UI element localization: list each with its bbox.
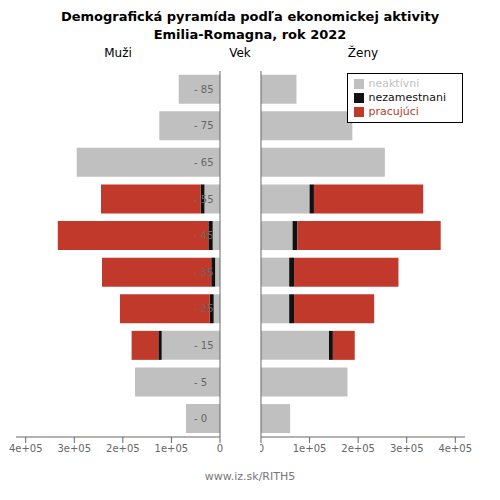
html-text:Vek: Vek bbox=[229, 46, 251, 60]
html-text:Ženy: Ženy bbox=[347, 46, 379, 60]
svg-text:- 75: - 75 bbox=[194, 120, 214, 131]
html-text:Emilia-Romagna, rok 2022: Emilia-Romagna, rok 2022 bbox=[153, 27, 347, 42]
svg-text:- 85: - 85 bbox=[194, 84, 214, 95]
svg-text:1e+05: 1e+05 bbox=[155, 443, 189, 454]
svg-text:0: 0 bbox=[260, 443, 264, 454]
html-text:pracujúci: pracujúci bbox=[368, 105, 419, 118]
svg-text:- 45: - 45 bbox=[194, 230, 214, 241]
svg-text:2e+05: 2e+05 bbox=[341, 443, 375, 454]
html-text:neaktívni: neaktívni bbox=[368, 77, 420, 90]
svg-text:- 0: - 0 bbox=[194, 413, 207, 424]
svg-text:- 5: - 5 bbox=[194, 377, 207, 388]
svg-text:- 55: - 55 bbox=[194, 194, 214, 205]
html-text:Muži: Muži bbox=[104, 46, 132, 60]
html-text:nezamestnani: nezamestnani bbox=[368, 91, 446, 104]
html-text:Demografická pyramída podľa ek: Demografická pyramída podľa ekonomickej … bbox=[60, 9, 440, 24]
svg-text:- 15: - 15 bbox=[194, 340, 214, 351]
svg-text:0: 0 bbox=[217, 443, 223, 454]
svg-text:2e+05: 2e+05 bbox=[106, 443, 140, 454]
svg-text:3e+05: 3e+05 bbox=[57, 443, 91, 454]
svg-text:- 35: - 35 bbox=[194, 267, 214, 278]
svg-text:4e+05: 4e+05 bbox=[9, 443, 43, 454]
svg-text:3e+05: 3e+05 bbox=[390, 443, 424, 454]
svg-text:- 25: - 25 bbox=[194, 303, 214, 314]
svg-text:4e+05: 4e+05 bbox=[438, 443, 472, 454]
html-text:www.iz.sk/RITH5: www.iz.sk/RITH5 bbox=[204, 470, 296, 483]
svg-text:1e+05: 1e+05 bbox=[293, 443, 327, 454]
svg-text:- 65: - 65 bbox=[194, 157, 214, 168]
